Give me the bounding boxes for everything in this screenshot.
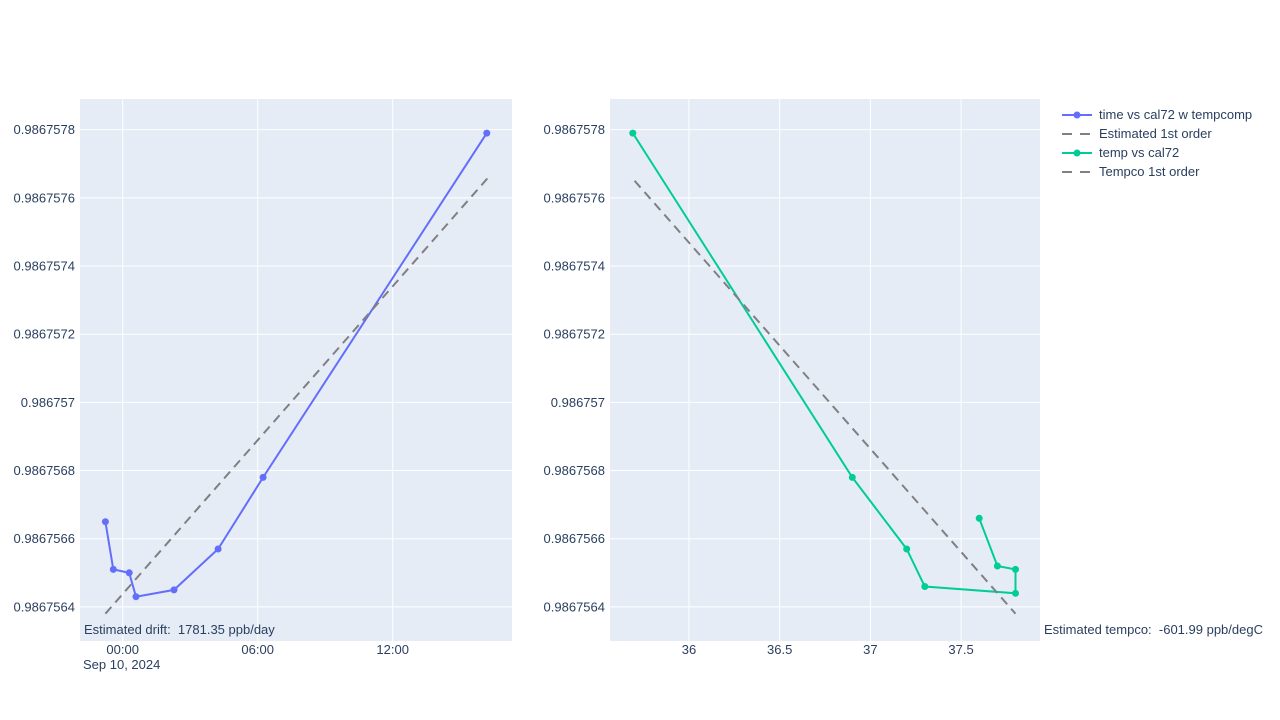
legend-label: Tempco 1st order [1099, 164, 1200, 179]
y-tick-label: 0.9867568 [544, 463, 605, 478]
series-temp-vs-cal72-marker-7 [629, 129, 637, 137]
legend-item-temp-vs-cal72[interactable]: temp vs cal72 [1060, 143, 1252, 162]
y-tick-label: 0.986757 [551, 395, 605, 410]
x-tick-label: 06:00 [241, 642, 274, 657]
y-tick-label: 0.9867566 [544, 531, 605, 546]
legend-label: temp vs cal72 [1099, 145, 1180, 160]
series-temp-vs-cal72-marker-6 [848, 473, 856, 481]
series-temp-vs-cal72-marker-2 [1012, 565, 1019, 573]
x-axis-date-label: Sep 10, 2024 [83, 657, 161, 672]
series-time-vs-cal72-w-tempcomp-marker-4 [170, 586, 178, 594]
series-tempco-1st-order-line [633, 180, 1017, 615]
y-tick-label: 0.9867572 [544, 327, 605, 342]
series-temp-vs-cal72-marker-3 [1012, 589, 1019, 597]
series-time-vs-cal72-w-tempcomp-marker-6 [259, 473, 267, 481]
temp-vs-cal72-plot-area[interactable] [610, 99, 1040, 641]
legend-sample-line-marker-icon [1062, 111, 1092, 118]
y-tick-label: 0.9867564 [14, 599, 75, 614]
x-tick-label: 12:00 [376, 642, 409, 657]
y-tick-label: 0.9867576 [544, 190, 605, 205]
series-time-vs-cal72-w-tempcomp-marker-0 [101, 518, 109, 526]
y-tick-label: 0.9867572 [14, 327, 75, 342]
y-tick-label: 0.9867568 [14, 463, 75, 478]
y-tick-label: 0.9867578 [544, 122, 605, 137]
series-time-vs-cal72-w-tempcomp-marker-7 [483, 129, 491, 137]
legend-item-estimated-1st-order[interactable]: Estimated 1st order [1060, 124, 1252, 143]
y-tick-label: 0.9867564 [544, 599, 605, 614]
legend-item-time-vs-cal72-w-tempcomp[interactable]: time vs cal72 w tempcomp [1060, 105, 1252, 124]
series-temp-vs-cal72-marker-5 [903, 545, 911, 553]
series-temp-vs-cal72-marker-1 [993, 562, 1001, 570]
series-time-vs-cal72-w-tempcomp-marker-5 [214, 545, 222, 553]
legend-sample-dashed-line-icon [1062, 170, 1092, 173]
legend-item-tempco-1st-order[interactable]: Tempco 1st order [1060, 162, 1252, 181]
series-estimated-1st-order-line [104, 176, 490, 615]
series-time-vs-cal72-w-tempcomp-marker-2 [125, 569, 133, 577]
y-tick-label: 0.9867574 [14, 259, 75, 274]
y-tick-label: 0.9867566 [14, 531, 75, 546]
y-tick-label: 0.9867576 [14, 190, 75, 205]
y-tick-label: 0.986757 [21, 395, 75, 410]
x-tick-label: 37.5 [948, 642, 973, 657]
time-vs-cal72-plot-area[interactable] [80, 99, 512, 641]
x-tick-label: 36.5 [767, 642, 792, 657]
x-tick-label: 36 [682, 642, 696, 657]
y-tick-label: 0.9867574 [544, 259, 605, 274]
series-temp-vs-cal72-marker-4 [921, 583, 929, 590]
series-time-vs-cal72-w-tempcomp-marker-3 [132, 593, 140, 601]
legend-label: time vs cal72 w tempcomp [1099, 107, 1253, 122]
y-tick-label: 0.9867578 [14, 122, 75, 137]
legend: time vs cal72 w tempcomp Estimated 1st or… [1060, 105, 1252, 181]
drift-annotation: Estimated drift: 1781.35 ppb/day [84, 622, 275, 637]
legend-sample-line-marker-icon [1062, 149, 1092, 156]
x-tick-label: 00:00 [106, 642, 139, 657]
legend-sample-dashed-line-icon [1062, 132, 1092, 135]
legend-label: Estimated 1st order [1099, 126, 1212, 141]
series-temp-vs-cal72-marker-0 [975, 514, 983, 522]
temp-vs-cal72-chart: 36 36.5 37 37.5 0.9867564 0.9867566 0.9867568 0… [544, 99, 1040, 657]
x-tick-label: 37 [863, 642, 877, 657]
tempco-annotation: Estimated tempco: -601.99 ppb/degC [1044, 622, 1263, 637]
time-vs-cal72-chart: 00:00 06:00 12:00 0.9867564 0.9867566 0.98675… [14, 99, 512, 657]
series-time-vs-cal72-w-tempcomp-marker-1 [109, 565, 117, 573]
